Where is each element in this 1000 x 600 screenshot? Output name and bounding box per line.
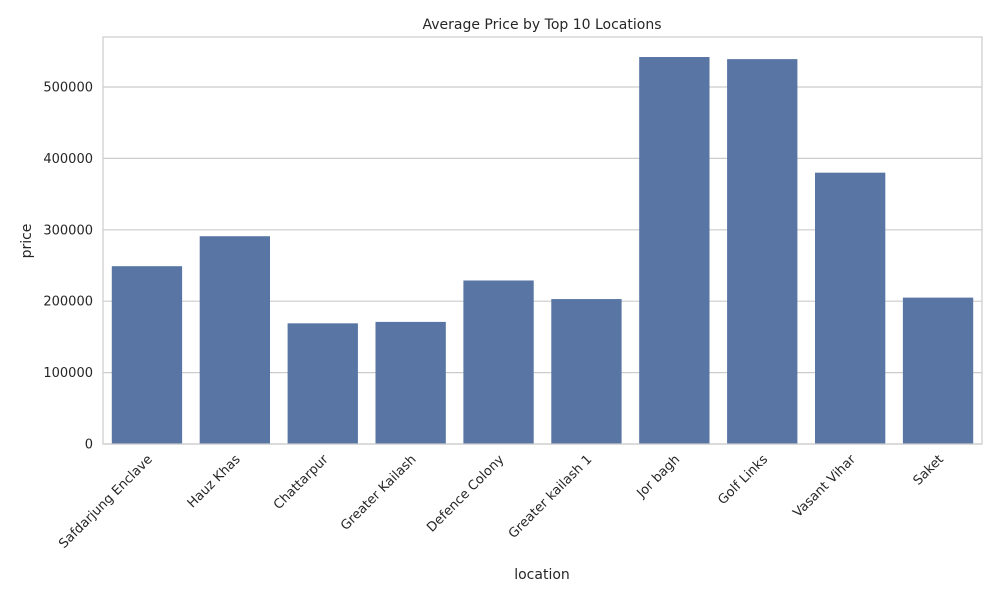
x-tick-label: Saket [911,452,947,488]
bar [375,321,446,444]
y-tick-label: 500000 [43,80,93,95]
x-tick-label: Jor bagh [634,452,683,501]
bar [814,172,886,444]
plot-border [102,36,983,445]
x-tick-label: Greater kailash 1 [506,452,595,541]
x-tick-label: Hauz Khas [185,452,244,511]
bars [111,56,974,445]
x-tick-label: Vasant Vihar [791,452,860,521]
x-tick-label: Safdarjung Enclave [56,452,155,551]
x-tick-label: Greater Kailash [338,452,419,533]
x-tick-label: Golf Links [715,452,771,508]
y-tick-labels: 0 100000 200000 300000 400000 500000 [43,80,93,452]
y-tick-label: 200000 [43,295,93,310]
bar [463,280,534,444]
bar [551,299,622,444]
bar [287,323,358,444]
x-tick-labels: Safdarjung Enclave Hauz Khas Chattarpur Gre… [56,452,947,552]
y-tick-label: 100000 [43,366,93,381]
chart-title: Average Price by Top 10 Locations [422,17,661,33]
bar [902,297,974,444]
x-tick-label: Chattarpur [271,452,332,513]
bar [639,56,710,444]
y-axis-label: price [19,224,35,259]
x-axis-label: location [514,567,570,583]
bar [111,266,183,444]
y-tick-label: 400000 [43,152,93,167]
bar [727,59,798,445]
y-tick-label: 0 [85,438,93,453]
y-tick-label: 300000 [43,223,93,238]
x-tick-label: Defence Colony [424,452,507,535]
bar [199,236,271,444]
plot-frame [102,36,983,445]
